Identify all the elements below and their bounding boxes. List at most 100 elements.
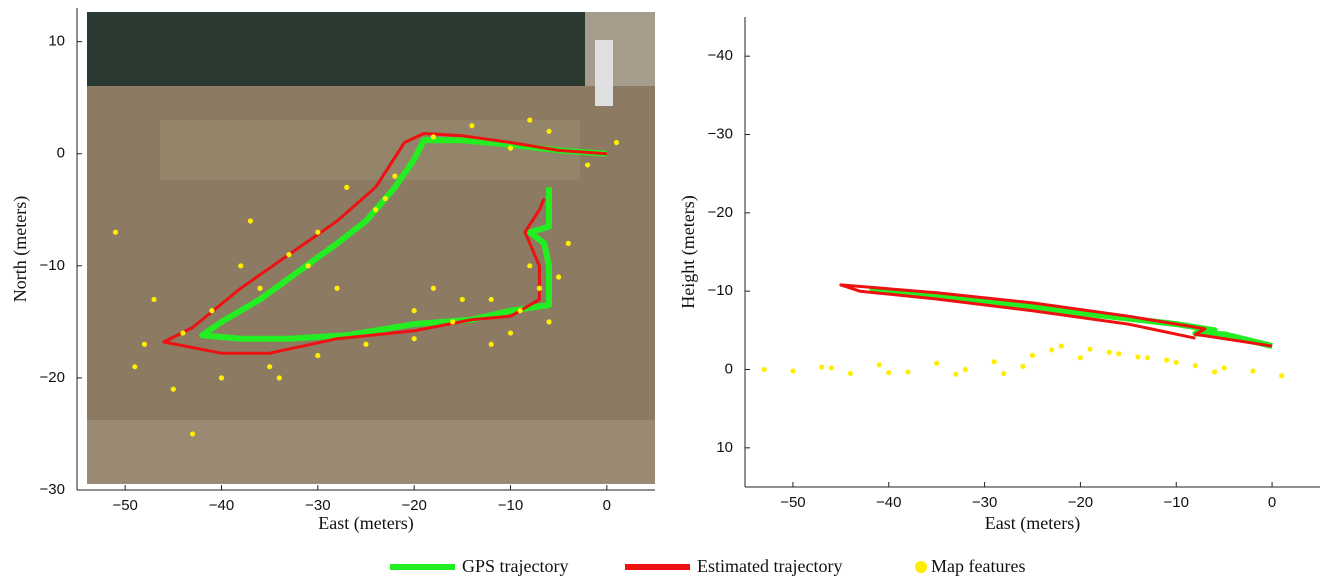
x-tick-label: −50: [112, 497, 137, 514]
map-feature: [209, 308, 214, 313]
map-feature: [1222, 365, 1227, 370]
map-feature: [1164, 358, 1169, 363]
map-feature: [142, 342, 147, 347]
map-feature: [315, 230, 320, 235]
map-feature: [566, 241, 571, 246]
map-feature: [848, 371, 853, 376]
y-tick-label: 10: [716, 439, 733, 456]
map-feature: [546, 319, 551, 324]
x-tick-label: −40: [209, 497, 234, 514]
map-feature: [306, 263, 311, 268]
map-feature: [412, 308, 417, 313]
map-feature: [537, 286, 542, 291]
aerial-image: [87, 12, 655, 484]
map-feature: [469, 123, 474, 128]
map-feature: [934, 361, 939, 366]
map-feature: [790, 368, 795, 373]
map-feature: [267, 364, 272, 369]
map-feature: [460, 297, 465, 302]
map-feature: [151, 297, 156, 302]
figure: −50 −40 −30 −20 −10 0 −30 −20 −10 0 10 East (meters…: [0, 0, 1323, 579]
x-tick-label: 0: [1268, 494, 1276, 511]
map-feature: [508, 330, 513, 335]
x-axis-label: East (meters): [318, 513, 413, 534]
map-feature: [412, 336, 417, 341]
map-feature: [1001, 371, 1006, 376]
y-tick-label: −20: [708, 204, 733, 221]
map-feature: [905, 369, 910, 374]
map-feature: [489, 297, 494, 302]
x-axis-label: East (meters): [985, 513, 1080, 534]
map-feature: [953, 372, 958, 377]
map-feature: [1116, 351, 1121, 356]
y-tick-label: −10: [708, 282, 733, 299]
y-tick-label: −40: [708, 47, 733, 64]
map-feature: [1078, 355, 1083, 360]
x-tick-label: −40: [876, 494, 901, 511]
map-feature: [219, 375, 224, 380]
map-feature: [113, 230, 118, 235]
map-feature: [1087, 347, 1092, 352]
y-axis-label: North (meters): [10, 196, 31, 302]
x-tick-label: −50: [780, 494, 805, 511]
legend-swatch: [915, 561, 927, 573]
map-feature: [762, 367, 767, 372]
map-feature: [518, 308, 523, 313]
map-feature: [431, 286, 436, 291]
y-tick-label: 0: [725, 360, 733, 377]
x-tick-label: −30: [972, 494, 997, 511]
map-feature: [392, 174, 397, 179]
legend-label: GPS trajectory: [462, 556, 568, 576]
map-feature: [585, 162, 590, 167]
x-tick-label: −30: [305, 497, 330, 514]
map-feature: [238, 263, 243, 268]
y-tick-label: 0: [57, 145, 65, 162]
map-feature: [257, 286, 262, 291]
map-feature: [315, 353, 320, 358]
map-feature: [180, 330, 185, 335]
map-feature: [450, 319, 455, 324]
map-feature: [1212, 369, 1217, 374]
map-feature: [1174, 360, 1179, 365]
map-feature: [190, 431, 195, 436]
map-feature: [489, 342, 494, 347]
x-tick-label: 0: [603, 497, 611, 514]
map-feature: [1145, 355, 1150, 360]
map-feature: [829, 365, 834, 370]
map-feature: [171, 387, 176, 392]
y-tick-label: −20: [40, 369, 65, 386]
map-feature: [132, 364, 137, 369]
x-tick-label: −20: [1068, 494, 1093, 511]
map-feature: [344, 185, 349, 190]
x-tick-label: −20: [401, 497, 426, 514]
map-feature: [1059, 343, 1064, 348]
y-tick-label: −30: [708, 125, 733, 142]
map-feature: [1030, 353, 1035, 358]
map-feature: [383, 196, 388, 201]
map-feature: [556, 274, 561, 279]
map-feature: [335, 286, 340, 291]
map-feature: [1250, 368, 1255, 373]
map-feature: [373, 207, 378, 212]
map-feature: [1107, 350, 1112, 355]
map-feature: [286, 252, 291, 257]
y-tick-label: −30: [40, 481, 65, 498]
map-feature: [248, 218, 253, 223]
map-feature: [877, 362, 882, 367]
legend-label: Map features: [931, 556, 1025, 576]
map-feature: [508, 146, 513, 151]
map-feature: [1020, 364, 1025, 369]
map-feature: [992, 359, 997, 364]
map-feature: [527, 117, 532, 122]
map-feature: [1135, 354, 1140, 359]
map-feature: [1049, 347, 1054, 352]
map-feature: [546, 129, 551, 134]
x-tick-label: −10: [498, 497, 523, 514]
map-feature: [1279, 373, 1284, 378]
map-feature: [1193, 363, 1198, 368]
y-tick-label: 10: [48, 33, 65, 50]
map-feature: [886, 370, 891, 375]
map-feature: [527, 263, 532, 268]
legend-label: Estimated trajectory: [697, 556, 842, 576]
map-feature: [963, 367, 968, 372]
